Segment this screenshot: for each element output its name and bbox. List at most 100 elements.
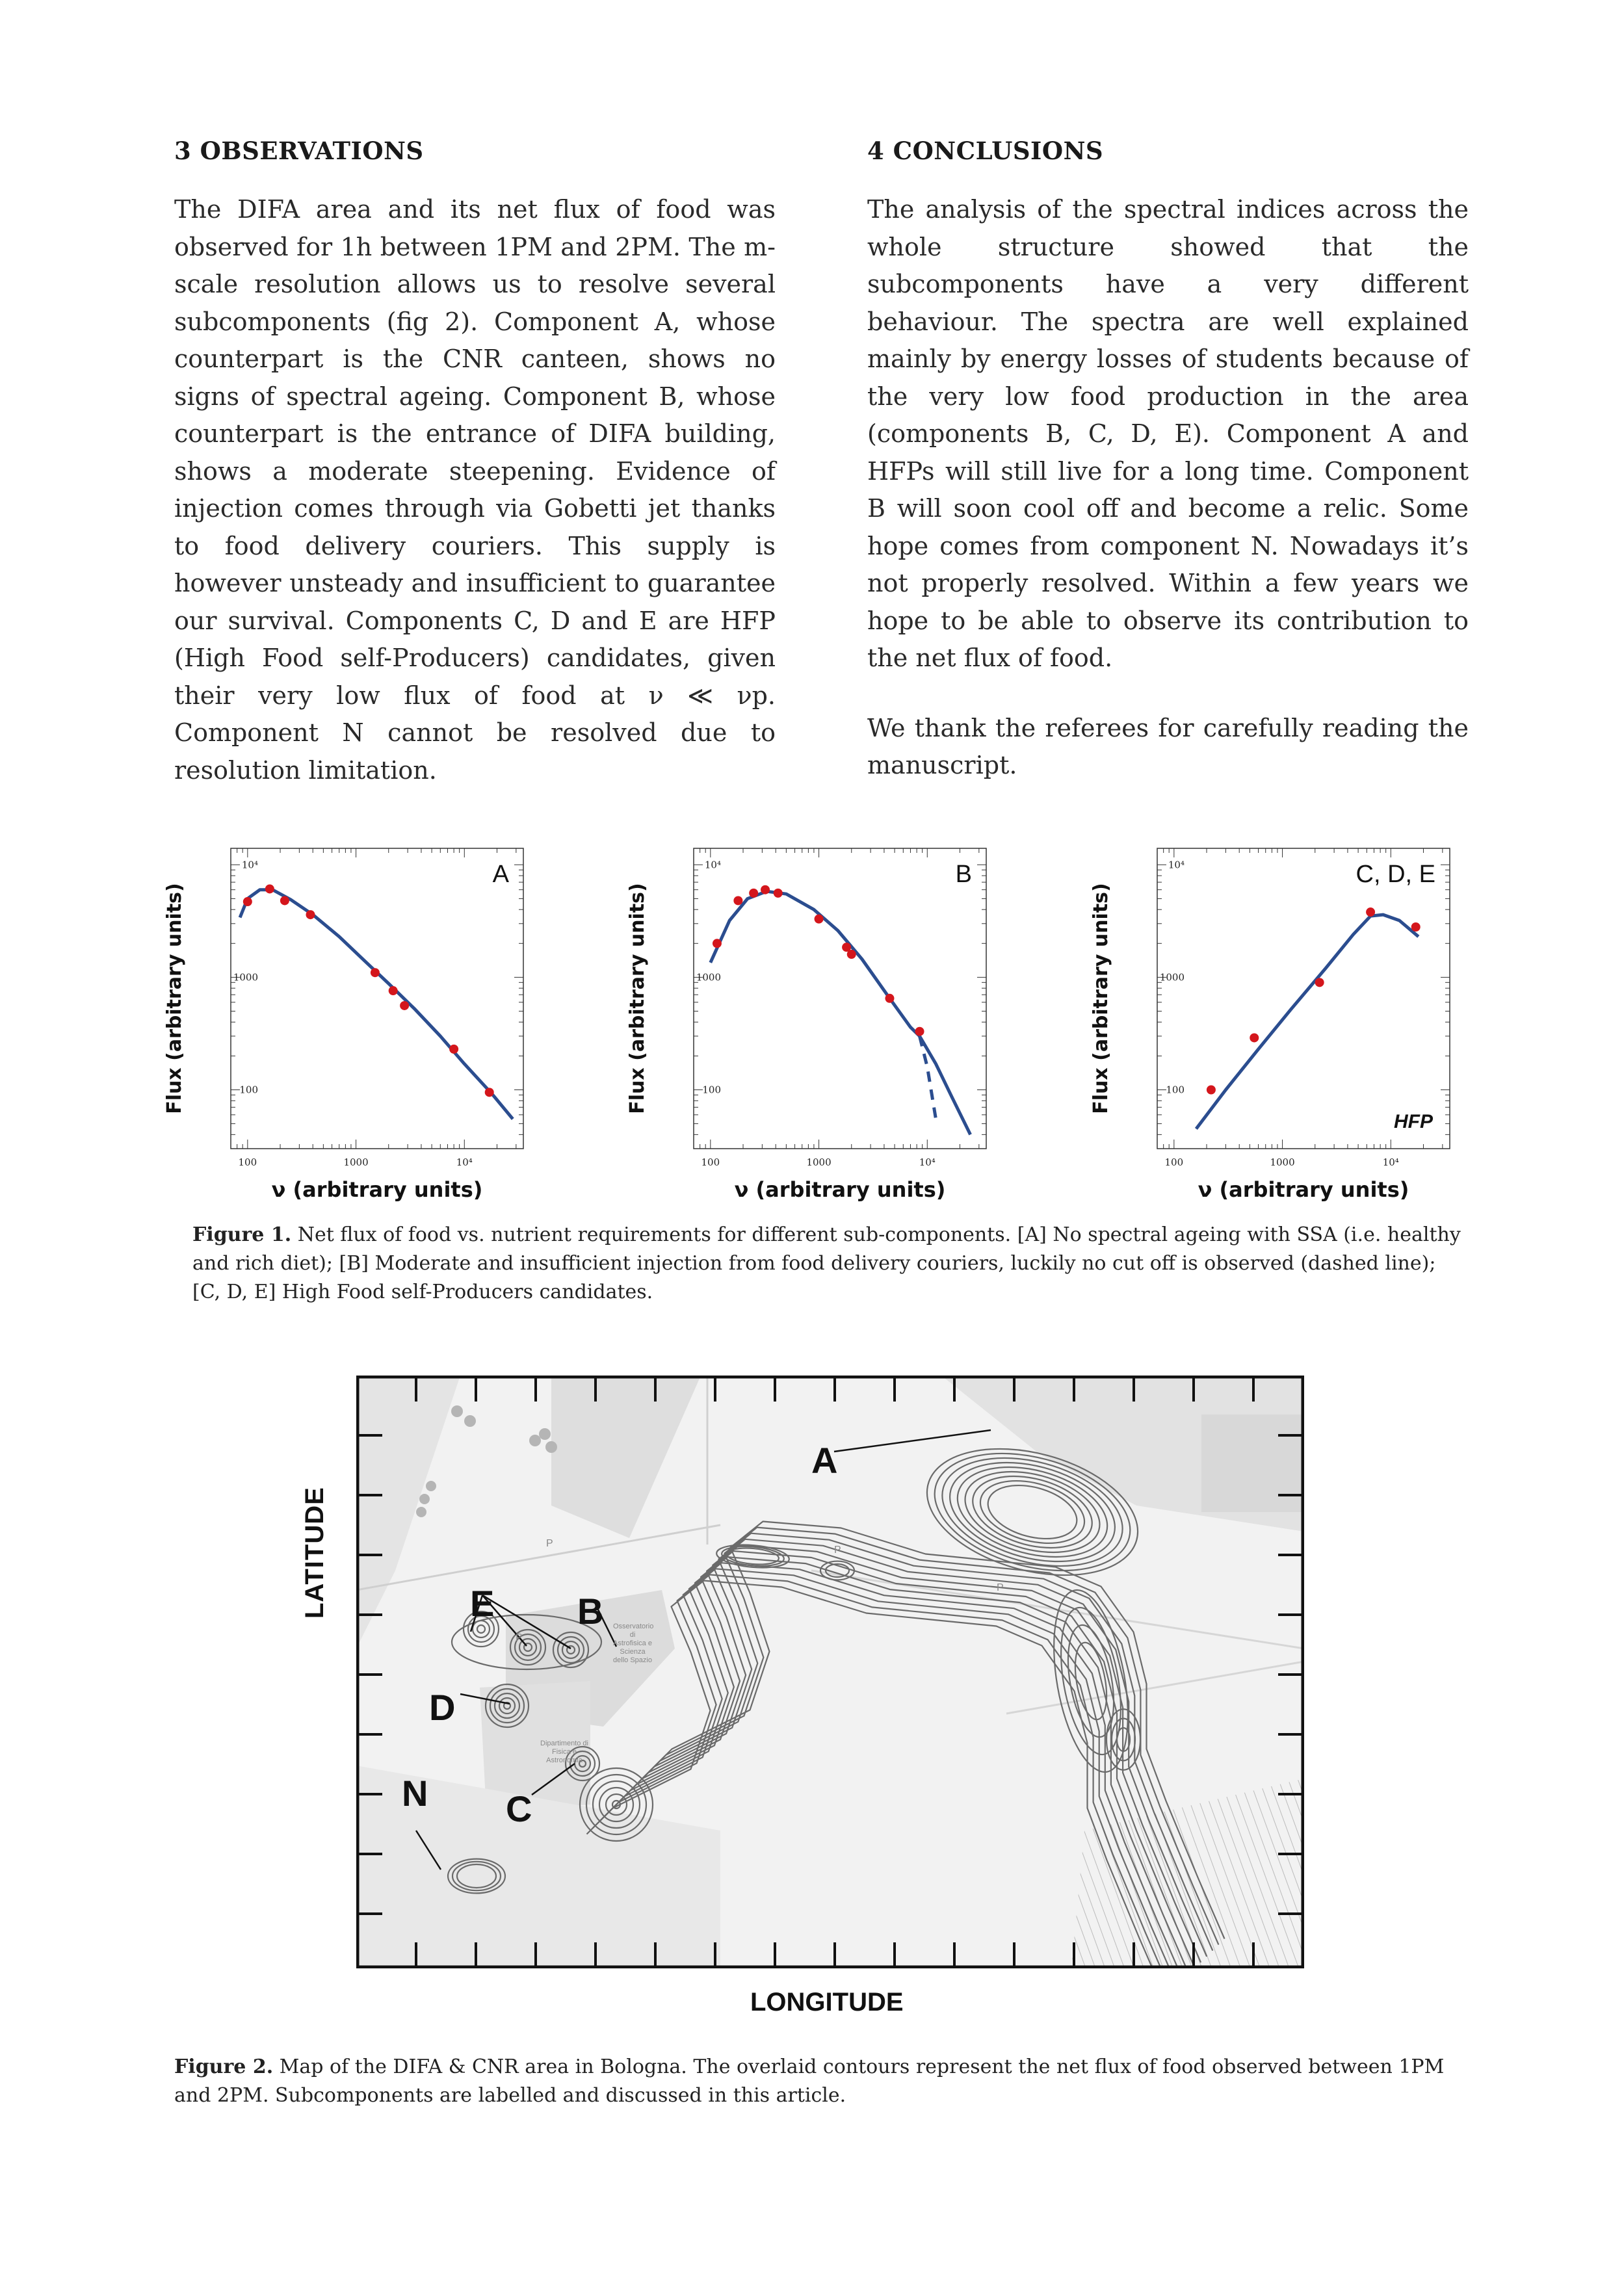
jet-contour (610, 1556, 1190, 1975)
model-curve (709, 889, 921, 1037)
figure2-caption-label: Figure 2. (174, 2055, 274, 2078)
street-mark-p3: P (997, 1582, 1004, 1593)
contour-ring (447, 1858, 506, 1894)
contour-ring (964, 1470, 1101, 1554)
contour-ring (592, 1780, 641, 1829)
data-point (885, 993, 895, 1003)
data-point (712, 939, 722, 948)
data-point (484, 1088, 494, 1097)
y-tick-label: 100 (702, 1084, 721, 1095)
data-point (1411, 922, 1421, 932)
plot-frame (230, 848, 524, 1149)
contour-ring (484, 1683, 530, 1729)
building-label-difa: Dipartimento di Fisica e Astronomia (540, 1740, 588, 1764)
data-point (749, 888, 759, 898)
contour-ring (1116, 1727, 1131, 1753)
model-curve (1194, 913, 1420, 1130)
street-mark-p1: P (546, 1538, 553, 1549)
plot-frame (693, 848, 987, 1149)
data-point (842, 943, 852, 952)
contour-ring (552, 1631, 590, 1669)
y-tick-label: 100 (239, 1084, 258, 1095)
figure1-caption-label: Figure 1. (192, 1223, 292, 1246)
contour-ring (949, 1461, 1116, 1563)
minor-ticks (693, 848, 986, 1149)
contour-ring (926, 1448, 1139, 1576)
figure2-caption-text: Map of the DIFA & CNR area in Bologna. T… (174, 2055, 1445, 2107)
contour-ring (451, 1613, 603, 1671)
map-label-c: C (506, 1788, 532, 1829)
label-leader-lines (415, 1429, 991, 1870)
panel-label: A (493, 861, 510, 888)
contour-ring (467, 1615, 495, 1643)
contour-ring (456, 1863, 497, 1889)
building-label-inaf: Osservatorio di Astrofisica e Scienza de… (613, 1623, 654, 1664)
data-point (773, 888, 783, 898)
figure1-caption-text: Net flux of food vs. nutrient requiremen… (192, 1223, 1461, 1303)
contour-ring (561, 1640, 581, 1660)
contour-ring (1110, 1717, 1136, 1762)
street-mark-p4: P (516, 1632, 523, 1643)
contour-ring (489, 1688, 525, 1724)
data-point (242, 897, 252, 907)
data-point (388, 986, 398, 996)
contour-ring (585, 1773, 648, 1836)
data-point (1315, 978, 1324, 987)
y-tick-label: 100 (1166, 1084, 1185, 1095)
map-label-e: E (470, 1583, 495, 1624)
section-observations: 3 OBSERVATIONS The DIFA area and its net… (174, 137, 776, 789)
contour-ring (564, 1745, 601, 1782)
map-ylabel: LATITUDE (300, 1487, 330, 1619)
jet-contour (633, 1532, 1214, 1951)
contour-ring (518, 1637, 538, 1657)
contour-ring (509, 1628, 547, 1666)
contour-ring (514, 1633, 542, 1662)
data-point (265, 884, 274, 894)
contour-ring (578, 1759, 587, 1768)
data-point (1366, 907, 1376, 917)
observations-paragraph: The DIFA area and its net flux of food w… (174, 195, 776, 785)
y-axis-label: Flux (arbitrary units) (1090, 883, 1112, 1114)
model-curve-tail (918, 1035, 972, 1136)
contour-ring (819, 1560, 856, 1581)
contour-ring (493, 1692, 521, 1719)
data-point (761, 885, 770, 894)
data-point (915, 1026, 924, 1036)
contour-map: A B E D C N P P P P Osservatorio di Astr… (356, 1375, 1305, 1998)
jet-contour (639, 1526, 1220, 1946)
plot-frame (1157, 848, 1450, 1149)
contour-ring (1067, 1624, 1115, 1738)
contour-ring (605, 1793, 628, 1816)
contour-ring (598, 1786, 635, 1823)
chart-svg: 100 1000 10⁴ 100 1000 10⁴ C, D, E HFP ν (arbitra… (1090, 848, 1450, 1202)
contour-ring (579, 1767, 654, 1842)
x-tick-label: 10⁴ (456, 1156, 473, 1168)
y-tick-label: 10⁴ (1168, 859, 1185, 870)
minor-ticks (230, 848, 523, 1149)
figure1-caption: Figure 1. Net flux of food vs. nutrient … (192, 1221, 1467, 1307)
data-point (814, 914, 824, 924)
x-axis-label: ν (arbitrary units) (1198, 1177, 1409, 1202)
y-axis-label: Flux (arbitrary units) (626, 883, 649, 1114)
x-tick-label: 100 (239, 1156, 257, 1168)
y-tick-label: 1000 (1160, 971, 1185, 983)
map-label-n: N (402, 1773, 428, 1814)
contour-ring (824, 1563, 850, 1578)
section-heading-conclusions: 4 CONCLUSIONS (867, 137, 1104, 165)
y-tick-label: 10⁴ (242, 859, 258, 870)
map-label-d: D (429, 1687, 456, 1728)
map-label-a: A (811, 1440, 838, 1481)
data-point (733, 896, 743, 906)
contour-ring (726, 1547, 779, 1565)
jet-contour (645, 1520, 1225, 1939)
data-point (1206, 1085, 1216, 1095)
x-tick-label: 10⁴ (919, 1156, 936, 1168)
acknowledgement-paragraph: We thank the referees for carefully read… (867, 713, 1469, 780)
x-tick-label: 100 (701, 1156, 720, 1168)
map-ticks (356, 1376, 1304, 1968)
panel-label: B (956, 861, 972, 888)
hfp-annotation: HFP (1394, 1111, 1434, 1132)
data-point (400, 1000, 410, 1010)
contour-ring (569, 1750, 596, 1777)
